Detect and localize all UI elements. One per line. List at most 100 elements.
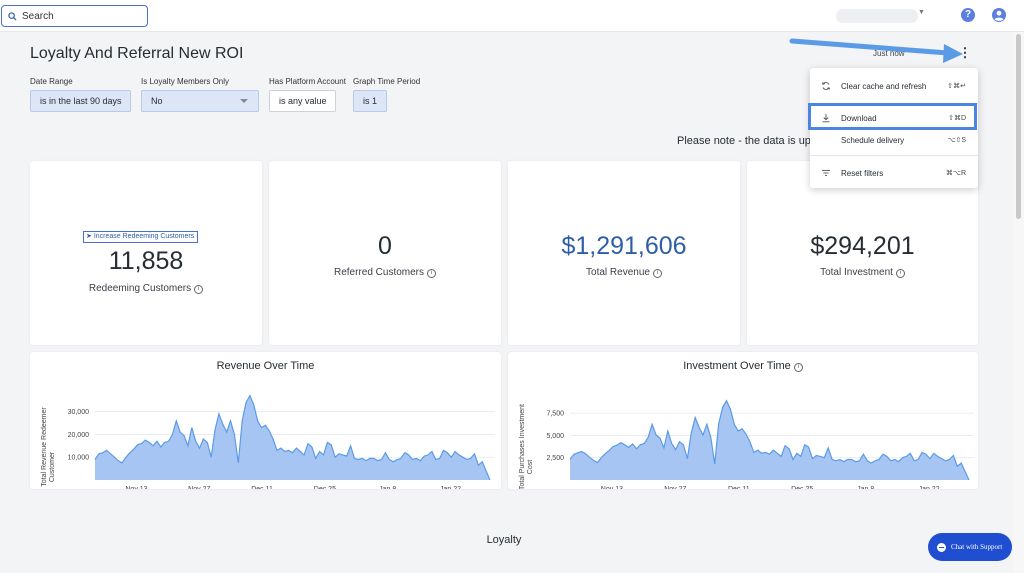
x-tick-label: Nov 13 (601, 486, 623, 489)
menu-item-shortcut: ⌘⌥R (945, 170, 966, 177)
dashboard-menu-button[interactable]: ⋮ (958, 45, 972, 60)
menu-item-label: Schedule delivery (841, 135, 905, 145)
filter-label-graph-time-period: Graph Time Period (353, 77, 421, 86)
chevron-down-icon[interactable]: ▼ (918, 9, 925, 16)
chat-icon (937, 542, 946, 552)
menu-item-download[interactable]: Download ⇧⌘D (810, 108, 978, 128)
y-axis-label-line: Customer (49, 451, 56, 482)
y-tick-label: 2,500 (546, 455, 564, 462)
filter-platform-account[interactable]: is any value (269, 90, 336, 112)
link-label: Increase Redeeming Customers (93, 233, 195, 240)
refresh-icon (821, 82, 831, 90)
top-bar: Search ▼ ? (0, 0, 1024, 32)
y-axis-label: Total Purchases Investment Cost (519, 404, 534, 489)
kpi-label-text: Referred Customers (333, 267, 425, 278)
data-notice: Please note - the data is up (677, 135, 811, 147)
x-tick-label: Nov 27 (188, 486, 210, 489)
send-icon: ➤ (86, 233, 92, 240)
help-icon[interactable]: ? (961, 8, 975, 22)
info-icon[interactable]: i (793, 363, 803, 372)
menu-item-schedule-delivery[interactable]: Schedule delivery ⌥⇧S (810, 130, 978, 150)
page-title: Loyalty And Referral New ROI (30, 45, 244, 62)
menu-item-label: Download (841, 113, 877, 123)
y-axis-label-line: Cost (527, 460, 534, 474)
menu-item-reset-filters[interactable]: Reset filters ⌘⌥R (810, 163, 978, 183)
section-title-loyalty: Loyalty (486, 534, 522, 546)
menu-item-label: Reset filters (841, 168, 884, 178)
x-tick-label: Nov 27 (664, 486, 686, 489)
filter-value: is 1 (363, 96, 378, 106)
increase-redeeming-link[interactable]: ➤ Increase Redeeming Customers (83, 231, 199, 243)
kpi-label-text: Total Investment (820, 267, 893, 278)
y-axis-label: Total Revenue Redeemer Customer (41, 407, 56, 487)
kpi-card-redeeming: ➤ Increase Redeeming Customers 11,858 Re… (30, 161, 262, 345)
x-tick-label: Dec 11 (251, 486, 273, 489)
investment-chart: 2,500 5,000 7,500 Nov 13 Nov 27 Dec 11 Dec 25 J… (519, 399, 974, 489)
kpi-label-text: Total Revenue (586, 267, 650, 278)
info-icon[interactable]: i (652, 269, 662, 278)
kpi-card-investment: $294,201 Total Investment i (747, 161, 978, 345)
search-input[interactable]: Search (1, 5, 148, 27)
x-tick-label: Jan 8 (857, 486, 874, 489)
y-tick-label: 5,000 (546, 433, 564, 440)
y-axis-label-line: Total Revenue Redeemer (41, 407, 48, 487)
chart-title: Revenue Over Time (216, 360, 315, 372)
chart-card-revenue: Revenue Over Time 10,000 20,000 30,000 Nov … (30, 352, 501, 489)
search-label: Search (22, 10, 54, 22)
kpi-value: $1,291,606 (561, 232, 687, 260)
filter-label-loyalty-members: Is Loyalty Members Only (141, 77, 230, 86)
info-icon[interactable]: i (427, 269, 437, 278)
user-avatar-icon[interactable] (992, 8, 1006, 22)
chart-title-text: Investment Over Time (683, 360, 791, 372)
menu-item-clear-cache[interactable]: Clear cache and refresh ⇧⌘↵ (810, 76, 978, 96)
menu-item-shortcut: ⇧⌘↵ (947, 83, 966, 90)
filter-date-range[interactable]: is in the last 90 days (30, 90, 131, 112)
kpi-value: 11,858 (108, 247, 184, 275)
x-tick-label: Jan 22 (440, 486, 461, 489)
info-icon[interactable]: i (194, 285, 204, 294)
series-line (94, 394, 491, 481)
kpi-label: Redeeming Customers i (30, 283, 262, 294)
y-axis-label-line: Total Purchases Investment (519, 404, 526, 489)
chat-label: Chat with Support (951, 543, 1003, 551)
kpi-card-revenue: $1,291,606 Total Revenue i (508, 161, 740, 345)
scrollbar[interactable] (1013, 32, 1024, 573)
menu-item-shortcut: ⇧⌘D (948, 115, 966, 122)
x-tick-label: Nov 13 (125, 486, 147, 489)
kpi-card-referred: 0 Referred Customers i (269, 161, 501, 345)
x-tick-label: Jan 8 (379, 486, 396, 489)
menu-divider (810, 155, 978, 156)
y-tick-label: 20,000 (68, 432, 90, 439)
kpi-value: $294,201 (810, 232, 915, 260)
download-highlight (808, 103, 977, 130)
x-tick-label: Dec 11 (728, 486, 750, 489)
chart-title: Investment Over Time i (508, 360, 978, 372)
chat-with-support-button[interactable]: Chat with Support (928, 533, 1012, 561)
x-tick-label: Dec 25 (314, 486, 336, 489)
x-tick-label: Dec 25 (791, 486, 813, 489)
area-fill (570, 400, 969, 480)
kpi-value: 0 (378, 232, 392, 260)
search-icon (8, 11, 17, 21)
area-fill (95, 395, 490, 480)
kpi-label: Referred Customers i (269, 267, 501, 278)
filter-icon (822, 170, 830, 176)
filter-loyalty-members-select[interactable]: No (141, 90, 259, 112)
download-icon (822, 114, 830, 123)
x-tick-label: Jan 22 (919, 486, 940, 489)
kpi-label-text: Redeeming Customers (88, 283, 192, 294)
y-tick-label: 7,500 (546, 411, 564, 418)
scroll-thumb[interactable] (1016, 34, 1021, 219)
revenue-chart: 10,000 20,000 30,000 Nov 13 Nov 27 Dec 11 Dec … (41, 394, 495, 489)
y-tick-label: 10,000 (68, 455, 90, 462)
filter-graph-time-period[interactable]: is 1 (353, 90, 387, 112)
info-icon[interactable]: i (895, 269, 905, 278)
filter-value: is in the last 90 days (40, 96, 122, 106)
menu-item-shortcut: ⌥⇧S (947, 137, 966, 144)
account-switcher[interactable] (836, 9, 918, 23)
filter-label-platform-account: Has Platform Account (269, 77, 346, 86)
filter-label-date-range: Date Range (30, 77, 73, 86)
menu-item-label: Clear cache and refresh (841, 81, 927, 91)
refresh-time: Just now (873, 49, 905, 58)
